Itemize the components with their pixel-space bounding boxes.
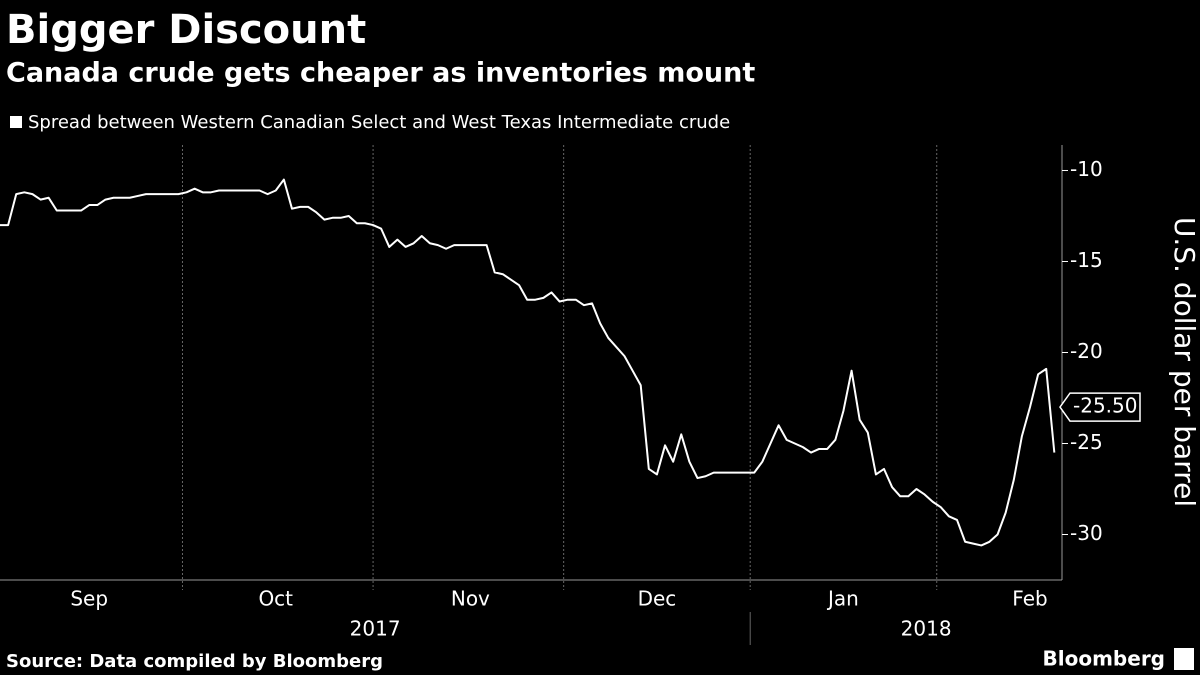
source: Source: Data compiled by Bloomberg bbox=[6, 651, 383, 672]
y-axis-label: U.S. dollar per barrel bbox=[1168, 217, 1200, 507]
value-label: -25.50 bbox=[1073, 394, 1137, 418]
x-tick-label: Nov bbox=[451, 587, 490, 611]
chart-title: Bigger Discount bbox=[6, 7, 366, 53]
y-tick-label: -20 bbox=[1070, 339, 1103, 363]
x-tick-label: Jan bbox=[826, 587, 859, 611]
brand-icon bbox=[1174, 648, 1194, 670]
y-tick-label: -10 bbox=[1070, 157, 1103, 181]
brand: Bloomberg bbox=[1043, 647, 1165, 671]
y-tick-label: -30 bbox=[1070, 521, 1103, 545]
x-tick-label: Feb bbox=[1012, 587, 1047, 611]
legend-swatch bbox=[10, 116, 22, 128]
legend-label: Spread between Western Canadian Select a… bbox=[28, 112, 730, 133]
line bbox=[0, 178, 1056, 547]
value-label-box bbox=[1059, 392, 1141, 422]
chart-subtitle: Canada crude gets cheaper as inventories… bbox=[6, 58, 755, 89]
x-tick-label: Dec bbox=[638, 587, 677, 611]
year-label: 2018 bbox=[901, 617, 952, 641]
x-tick-label: Sep bbox=[70, 587, 108, 611]
year-label: 2017 bbox=[350, 617, 401, 641]
y-tick-label: -25 bbox=[1070, 430, 1103, 454]
y-tick-label: -15 bbox=[1070, 248, 1103, 272]
x-tick-label: Oct bbox=[258, 587, 293, 611]
